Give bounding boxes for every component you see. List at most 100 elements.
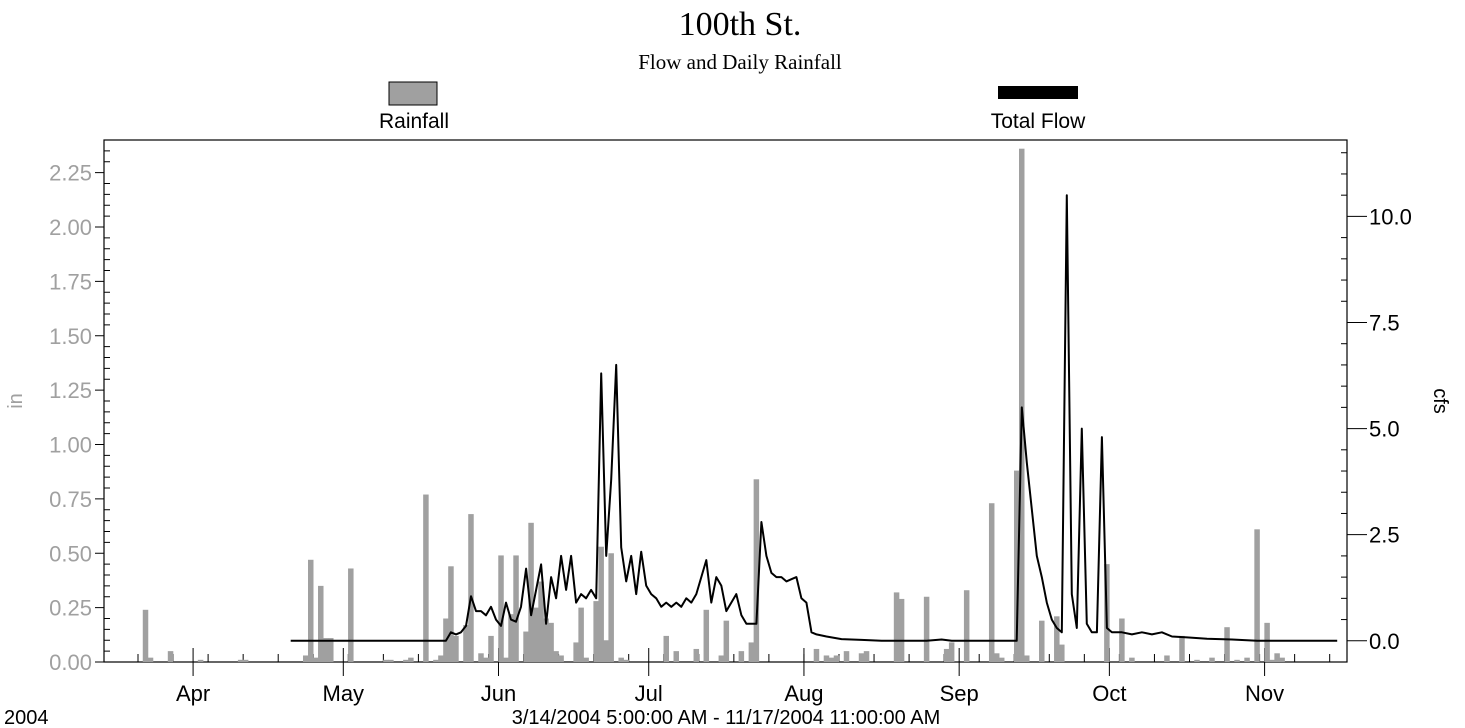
rainfall-bar bbox=[618, 657, 624, 662]
rainfall-bar bbox=[603, 640, 609, 662]
rainfall-bar bbox=[598, 546, 604, 662]
rainfall-bar bbox=[433, 659, 439, 662]
rainfall-bar bbox=[663, 635, 669, 662]
rainfall-bar bbox=[1179, 635, 1185, 662]
rainfall-bar bbox=[453, 635, 459, 662]
rainfall-bar bbox=[468, 514, 474, 662]
rainfall-bar bbox=[167, 651, 174, 662]
x-tick-label: Nov bbox=[1245, 681, 1284, 706]
rainfall-bar bbox=[863, 651, 870, 662]
rainfall-bar bbox=[1224, 627, 1230, 662]
rainfall-bar bbox=[893, 592, 900, 662]
rainfall-bar bbox=[1279, 657, 1285, 662]
left-tick-label: 1.25 bbox=[49, 378, 92, 403]
rainfall-bar bbox=[1054, 616, 1060, 662]
rainfall-bar bbox=[943, 648, 950, 662]
left-tick-label: 0.25 bbox=[49, 596, 92, 621]
rainfall-bar bbox=[693, 648, 700, 662]
rainfall-bar bbox=[738, 651, 745, 662]
rainfall-bar bbox=[388, 659, 394, 662]
rainfall-bar bbox=[828, 657, 835, 662]
rainfall-bar bbox=[673, 651, 680, 662]
right-tick-label: 2.5 bbox=[1369, 523, 1400, 548]
rainfall-bar bbox=[988, 503, 995, 662]
rainfall-bar bbox=[1254, 529, 1260, 662]
rainfall-bar bbox=[513, 555, 519, 662]
rainfall-bar bbox=[548, 622, 554, 662]
rainfall-bar bbox=[1209, 657, 1215, 662]
rainfall-bar bbox=[593, 601, 599, 662]
right-tick-label: 10.0 bbox=[1369, 204, 1412, 229]
rainfall-bar bbox=[318, 585, 324, 662]
rainfall-bar bbox=[1119, 618, 1125, 662]
rainfall-bar bbox=[998, 657, 1005, 662]
rainfall-bar bbox=[1234, 659, 1240, 662]
rainfall-bar bbox=[898, 598, 905, 662]
rainfall-bar bbox=[448, 566, 454, 662]
chart-subtitle: Flow and Daily Rainfall bbox=[638, 50, 842, 74]
rainfall-bar bbox=[718, 655, 725, 662]
rainfall-bars bbox=[142, 148, 1285, 662]
legend-swatch-total-flow bbox=[998, 86, 1078, 99]
right-tick-label: 7.5 bbox=[1369, 310, 1400, 335]
rainfall-bar bbox=[523, 631, 529, 662]
left-tick-label: 2.25 bbox=[49, 161, 92, 186]
left-tick-label: 1.75 bbox=[49, 269, 92, 294]
legend-label-total-flow: Total Flow bbox=[991, 110, 1086, 133]
rainfall-bar bbox=[1194, 659, 1200, 662]
rainfall-bar bbox=[1024, 655, 1030, 662]
rainfall-bar bbox=[553, 651, 559, 662]
rainfall-bar bbox=[242, 659, 249, 662]
rainfall-bar bbox=[483, 657, 489, 662]
rainfall-bar bbox=[723, 620, 730, 662]
right-axis: 0.0 2.5 5.0 7.5 10.0 bbox=[1341, 152, 1412, 654]
left-tick-label: 1.00 bbox=[49, 433, 92, 458]
right-axis-label: cfs bbox=[1429, 388, 1451, 414]
rainfall-bar bbox=[142, 609, 149, 662]
right-tick-label: 0.0 bbox=[1369, 629, 1400, 654]
rainfall-bar bbox=[578, 607, 584, 662]
rainfall-bar bbox=[748, 642, 755, 662]
rainfall-bar bbox=[498, 555, 504, 662]
rainfall-bar bbox=[1059, 644, 1065, 662]
rainfall-bar bbox=[348, 568, 354, 662]
left-axis-label: in bbox=[5, 393, 27, 409]
rainfall-bar bbox=[408, 657, 414, 662]
x-tick-label: Jul bbox=[635, 681, 663, 706]
legend-label-rainfall: Rainfall bbox=[379, 110, 449, 133]
rainfall-bar bbox=[478, 653, 484, 662]
rainfall-bar bbox=[328, 638, 334, 662]
rainfall-bar bbox=[623, 659, 629, 662]
rainfall-bar bbox=[197, 659, 204, 662]
rainfall-bar bbox=[948, 642, 955, 662]
right-tick-label: 5.0 bbox=[1369, 417, 1400, 442]
rainfall-bar bbox=[923, 596, 930, 662]
rainfall-bar bbox=[463, 625, 469, 662]
left-axis: 0.00 0.25 0.50 0.75 1.00 1.25 1.50 1.75 2.00 2.25 bbox=[49, 139, 110, 675]
rainfall-bar bbox=[1164, 655, 1170, 662]
x-axis: Apr May Jun Jul Aug Sep Oct Nov bbox=[137, 648, 1331, 706]
x-tick-label: May bbox=[323, 681, 365, 706]
year-label: 2004 bbox=[4, 707, 49, 728]
left-tick-label: 0.75 bbox=[49, 487, 92, 512]
x-tick-label: Sep bbox=[940, 681, 979, 706]
total-flow-line bbox=[290, 194, 1338, 642]
rainfall-bar bbox=[488, 635, 494, 662]
x-tick-label: Oct bbox=[1092, 681, 1126, 706]
rainfall-bar bbox=[1269, 659, 1275, 662]
rainfall-bar bbox=[383, 659, 389, 662]
legend-swatch-rainfall bbox=[388, 81, 438, 106]
rainfall-bar bbox=[1129, 657, 1135, 662]
rainfall-bar bbox=[533, 607, 539, 662]
left-tick-label: 1.50 bbox=[49, 324, 92, 349]
rainfall-bar bbox=[993, 653, 1000, 662]
rainfall-bar bbox=[1019, 148, 1025, 662]
x-tick-label: Apr bbox=[176, 681, 210, 706]
chart-title: 100th St. bbox=[679, 6, 802, 43]
rainfall-bar bbox=[528, 522, 534, 662]
rainfall-bar bbox=[833, 655, 840, 662]
rainfall-bar bbox=[813, 648, 820, 662]
left-tick-label: 2.00 bbox=[49, 215, 92, 240]
rainfall-bar bbox=[543, 618, 549, 662]
